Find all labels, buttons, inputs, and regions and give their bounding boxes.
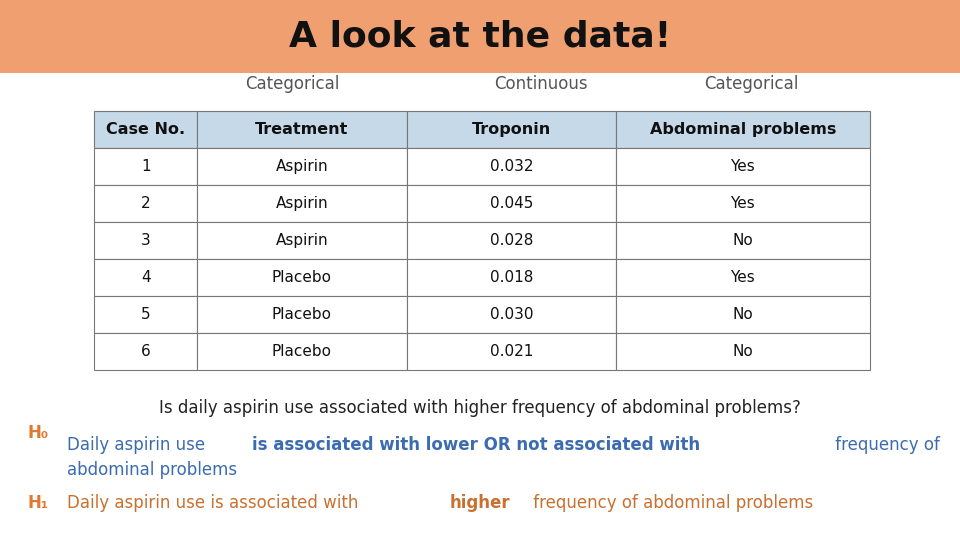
Bar — [94, 147, 197, 185]
Text: No: No — [732, 307, 754, 322]
Text: Placebo: Placebo — [272, 307, 332, 322]
Bar — [197, 147, 407, 185]
Text: Continuous: Continuous — [493, 75, 588, 93]
Bar — [407, 333, 616, 369]
Bar — [94, 333, 197, 369]
Bar — [197, 333, 407, 369]
Text: Yes: Yes — [731, 195, 756, 211]
Text: Yes: Yes — [731, 159, 756, 174]
Text: A look at the data!: A look at the data! — [289, 19, 671, 53]
Bar — [616, 221, 870, 259]
Text: No: No — [732, 233, 754, 248]
Text: frequency of: frequency of — [830, 436, 940, 455]
Bar — [197, 111, 407, 147]
Text: Daily aspirin use is associated with: Daily aspirin use is associated with — [67, 494, 364, 512]
Bar — [197, 185, 407, 221]
Bar — [94, 259, 197, 296]
Text: Aspirin: Aspirin — [276, 159, 328, 174]
Bar — [94, 295, 197, 333]
Text: 0.021: 0.021 — [490, 343, 533, 359]
Bar — [616, 295, 870, 333]
Text: Treatment: Treatment — [255, 122, 348, 137]
Bar — [616, 333, 870, 369]
Bar — [407, 111, 616, 147]
Text: Categorical: Categorical — [246, 75, 340, 93]
Text: Is daily aspirin use associated with higher frequency of abdominal problems?: Is daily aspirin use associated with hig… — [159, 399, 801, 417]
Bar — [197, 259, 407, 296]
Text: 0.045: 0.045 — [490, 195, 533, 211]
Text: 6: 6 — [141, 343, 151, 359]
Text: 3: 3 — [141, 233, 151, 248]
Text: frequency of abdominal problems: frequency of abdominal problems — [528, 494, 813, 512]
Text: 5: 5 — [141, 307, 151, 322]
Text: Placebo: Placebo — [272, 269, 332, 285]
Text: 4: 4 — [141, 269, 151, 285]
Text: Yes: Yes — [731, 269, 756, 285]
Bar — [407, 185, 616, 221]
Bar — [616, 111, 870, 147]
Text: 2: 2 — [141, 195, 151, 211]
Bar — [407, 221, 616, 259]
Text: is associated with lower OR not associated with: is associated with lower OR not associat… — [252, 436, 701, 455]
Text: H₁: H₁ — [28, 494, 49, 512]
Text: Categorical: Categorical — [705, 75, 799, 93]
Bar — [616, 185, 870, 221]
Text: 0.018: 0.018 — [490, 269, 533, 285]
Bar — [94, 221, 197, 259]
Text: Aspirin: Aspirin — [276, 195, 328, 211]
Text: 0.030: 0.030 — [490, 307, 533, 322]
Text: No: No — [732, 343, 754, 359]
Bar — [197, 221, 407, 259]
Text: Aspirin: Aspirin — [276, 233, 328, 248]
Text: H₀: H₀ — [28, 424, 49, 442]
Bar — [407, 295, 616, 333]
Text: Daily aspirin use: Daily aspirin use — [67, 436, 210, 455]
Bar — [197, 295, 407, 333]
Text: Troponin: Troponin — [471, 122, 551, 137]
Text: 0.032: 0.032 — [490, 159, 533, 174]
Text: abdominal problems: abdominal problems — [67, 461, 237, 479]
Text: higher: higher — [450, 494, 511, 512]
Text: 0.028: 0.028 — [490, 233, 533, 248]
Bar — [94, 185, 197, 221]
Text: Case No.: Case No. — [107, 122, 185, 137]
Bar — [616, 259, 870, 296]
Text: Placebo: Placebo — [272, 343, 332, 359]
Bar — [407, 147, 616, 185]
Bar — [616, 147, 870, 185]
Text: Abdominal problems: Abdominal problems — [650, 122, 836, 137]
Bar — [0, 0, 960, 73]
Bar — [407, 259, 616, 296]
Bar — [94, 111, 197, 147]
Text: 1: 1 — [141, 159, 151, 174]
